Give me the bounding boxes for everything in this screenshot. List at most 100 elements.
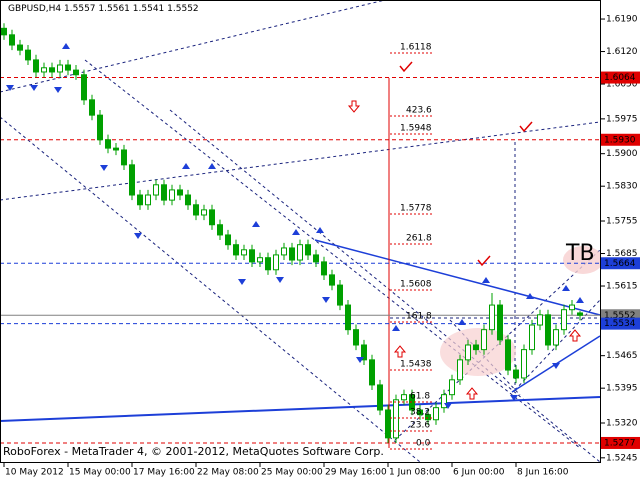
candle-body xyxy=(361,344,367,361)
channel-line xyxy=(0,121,601,201)
level-box xyxy=(601,133,640,146)
candle-body xyxy=(41,67,47,73)
candle-body xyxy=(401,394,407,401)
last-close: 1.5552 xyxy=(167,4,199,14)
fib-label: 0.0 xyxy=(416,439,431,449)
fractal-arrow xyxy=(526,293,534,299)
x-tick-label: 8 Jun 16:00 xyxy=(517,468,569,478)
candle-body xyxy=(281,247,287,256)
candle-body xyxy=(289,247,295,261)
fib-label: 1.5948 xyxy=(400,124,432,134)
level-label: 1.6064 xyxy=(604,73,636,83)
last-open: 1.5557 xyxy=(64,4,96,14)
fractal-arrow xyxy=(356,357,364,363)
candle-body xyxy=(305,244,311,256)
fib-label: 61.8 xyxy=(410,392,430,402)
candle-body xyxy=(497,304,503,341)
last-high: 1.5561 xyxy=(98,4,130,14)
y-tick-label: 1.5245 xyxy=(606,453,638,463)
candle-body xyxy=(457,359,463,381)
fractal-arrow xyxy=(316,227,324,233)
fractal-arrow xyxy=(444,403,452,409)
candle-body xyxy=(193,204,199,216)
candle-body xyxy=(561,309,567,331)
candle-body xyxy=(129,164,135,196)
check-mark xyxy=(477,255,491,267)
candle-body xyxy=(329,274,335,286)
candle-body xyxy=(57,64,63,73)
candle-body xyxy=(425,414,431,421)
candle-body xyxy=(17,44,23,51)
fractal-arrow xyxy=(482,277,490,283)
candle-body xyxy=(337,284,343,306)
y-tick-label: 1.5975 xyxy=(606,114,638,124)
level-box xyxy=(601,71,640,84)
arrow-up xyxy=(393,345,407,358)
candle-body xyxy=(89,99,95,116)
candle-body xyxy=(209,209,215,226)
x-tick-label: 25 May 00:00 xyxy=(261,468,323,478)
candle-body xyxy=(385,409,391,439)
symbol: GBPUSD,H4 xyxy=(8,4,61,14)
channel-line xyxy=(84,59,581,449)
candle-body xyxy=(353,329,359,346)
arrow-down xyxy=(347,100,361,113)
check-mark xyxy=(399,61,413,73)
fractal-arrow xyxy=(238,279,246,285)
y-tick-label: 1.5685 xyxy=(606,249,638,259)
candle-body xyxy=(233,244,239,256)
resistance-line xyxy=(314,239,601,316)
candle-body xyxy=(25,49,31,61)
candle-body xyxy=(153,184,159,196)
candle-body xyxy=(177,189,183,196)
fractal-arrow xyxy=(552,363,560,369)
level-box xyxy=(601,436,640,449)
candle-body xyxy=(241,249,247,256)
candle-body xyxy=(449,379,455,396)
channel-line xyxy=(449,319,521,396)
x-tick-label: 17 May 16:00 xyxy=(133,468,195,478)
fib-label: 23.6 xyxy=(410,421,430,431)
candle-body xyxy=(81,74,87,101)
candle-body xyxy=(521,349,527,379)
fib-label: 423.6 xyxy=(406,106,432,116)
candle-body xyxy=(33,59,39,73)
fractal-arrow xyxy=(292,229,300,235)
fractal-arrow xyxy=(276,277,284,283)
highlight-ellipse xyxy=(563,246,603,274)
fib-label: 38.2 xyxy=(410,408,430,418)
candle-body xyxy=(489,304,495,331)
y-tick-label: 1.5755 xyxy=(606,217,638,227)
fractal-arrow xyxy=(252,221,260,227)
candle-body xyxy=(273,254,279,271)
badge: TB xyxy=(565,241,595,266)
candle-body xyxy=(433,407,439,421)
candle-body xyxy=(65,64,71,71)
candle-body xyxy=(161,184,167,201)
last-low: 1.5541 xyxy=(133,4,165,14)
header: GBPUSD,H4 1.5557 1.5561 1.5541 1.5552 xyxy=(8,4,199,14)
candle-body xyxy=(369,359,375,386)
candle-body xyxy=(377,384,383,411)
fractal-arrow xyxy=(510,395,518,401)
decorations: 1.6118 423.6 1.5948 1.5778 261.8 1.5608 161.8 1… xyxy=(6,43,584,450)
fractal-arrow xyxy=(54,87,62,93)
candle-body xyxy=(201,209,207,216)
channel-line xyxy=(169,109,601,463)
candle-body xyxy=(297,244,303,261)
candle-body xyxy=(345,304,351,331)
level-label: 1.5277 xyxy=(604,438,636,448)
candle-body xyxy=(393,399,399,439)
candle-body xyxy=(225,234,231,246)
candle-body xyxy=(513,369,519,379)
candle-body xyxy=(441,394,447,409)
candle-body xyxy=(473,344,479,351)
candle-body xyxy=(265,257,271,271)
level-label: 1.5552 xyxy=(604,311,636,321)
candle-body xyxy=(145,194,151,206)
support-line xyxy=(0,396,601,422)
level-label: 1.5664 xyxy=(604,259,636,269)
fib-label: 1.5608 xyxy=(400,280,432,290)
level-box xyxy=(601,317,640,330)
